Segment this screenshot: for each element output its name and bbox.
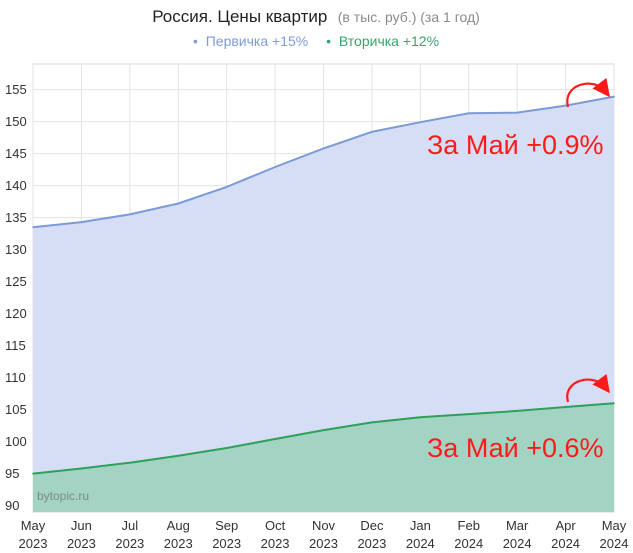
x-tick-label: Mar 2024 — [503, 518, 532, 551]
series-lines — [32, 95, 615, 475]
y-tick-label: 150 — [5, 114, 27, 129]
x-tick-month: Feb — [458, 518, 480, 533]
data-point-primary[interactable] — [371, 131, 373, 133]
data-point-primary[interactable] — [516, 111, 518, 114]
data-point-secondary[interactable] — [225, 447, 228, 449]
data-point-secondary[interactable] — [467, 413, 470, 415]
y-tick-label: 120 — [5, 306, 27, 321]
data-point-primary[interactable] — [32, 226, 34, 228]
x-tick-year: 2024 — [454, 536, 483, 551]
x-tick-month: Mar — [506, 518, 529, 533]
annotation-secondary: За Май +0.6% — [427, 433, 604, 463]
x-tick-label: Apr 2024 — [551, 518, 580, 551]
x-tick-label: Jun 2023 — [67, 518, 96, 551]
data-point-secondary[interactable] — [322, 429, 325, 431]
y-tick-label: 135 — [5, 210, 27, 225]
y-tick-label: 145 — [5, 146, 27, 161]
series-areas — [33, 96, 614, 512]
x-tick-label: Feb 2024 — [454, 518, 483, 551]
data-point-secondary[interactable] — [516, 410, 518, 412]
y-tick-label: 130 — [5, 242, 27, 257]
y-tick-label: 95 — [5, 466, 19, 481]
x-tick-month: May — [21, 518, 46, 533]
y-tick-label: 110 — [5, 370, 26, 385]
x-tick-year: 2023 — [19, 536, 48, 551]
data-point-primary[interactable] — [225, 186, 228, 188]
legend: • Первичка +15% • Вторичка +12% — [193, 33, 439, 49]
x-tick-label: Oct 2023 — [261, 518, 290, 551]
data-point-primary[interactable] — [419, 121, 422, 124]
x-tick-month: Sep — [215, 518, 238, 533]
x-tick-label: Aug 2023 — [164, 518, 193, 551]
x-tick-year: 2023 — [164, 536, 193, 551]
x-axis-ticks: May 2023 Jun 2023 Jul 2023 Aug 2023 Sep 2023 Oct 20… — [19, 518, 629, 551]
data-point-primary[interactable] — [129, 213, 131, 216]
x-tick-month: Jan — [410, 518, 431, 533]
x-tick-year: 2023 — [115, 536, 144, 551]
data-point-secondary[interactable] — [32, 472, 34, 475]
x-tick-month: Jun — [71, 518, 92, 533]
data-point-primary[interactable] — [613, 95, 615, 98]
data-point-primary[interactable] — [274, 166, 276, 168]
legend-marker-primary: • — [193, 33, 198, 49]
legend-marker-secondary: • — [326, 33, 331, 49]
annotation-arrow-primary — [566, 77, 610, 108]
x-tick-year: 2024 — [551, 536, 580, 551]
x-tick-month: Oct — [265, 518, 286, 533]
x-tick-label: Jan 2024 — [406, 518, 435, 551]
data-point-secondary[interactable] — [419, 416, 422, 419]
annotation-primary: За Май +0.9% — [427, 130, 604, 160]
y-tick-label: 115 — [5, 338, 26, 353]
y-tick-label: 100 — [5, 434, 27, 449]
legend-label-primary[interactable]: Первичка +15% — [206, 33, 309, 49]
data-point-primary[interactable] — [322, 147, 325, 150]
data-point-primary[interactable] — [80, 221, 83, 223]
x-tick-year: 2023 — [357, 536, 386, 551]
x-tick-year: 2023 — [212, 536, 241, 551]
chart-subtitle: (в тыс. руб.) (за 1 год) — [338, 9, 480, 25]
data-point-secondary[interactable] — [613, 402, 615, 405]
x-tick-month: Apr — [555, 518, 576, 533]
x-tick-label: Nov 2023 — [309, 518, 338, 551]
y-tick-label: 125 — [5, 274, 27, 289]
chart-title-line: Россия. Цены квартир (в тыс. руб.) (за 1… — [152, 7, 480, 26]
series-area-primary — [33, 96, 614, 512]
x-tick-year: 2023 — [67, 536, 96, 551]
data-point-secondary[interactable] — [274, 438, 276, 440]
x-tick-month: May — [602, 518, 627, 533]
x-tick-year: 2024 — [600, 536, 629, 551]
data-point-secondary[interactable] — [177, 454, 180, 457]
watermark: bytopic.ru — [37, 489, 89, 503]
data-point-primary[interactable] — [177, 202, 180, 205]
x-tick-year: 2024 — [406, 536, 435, 551]
legend-label-secondary[interactable]: Вторичка +12% — [339, 33, 439, 49]
chart-title: Россия. Цены квартир — [152, 7, 327, 26]
data-point-secondary[interactable] — [129, 461, 131, 464]
x-tick-month: Dec — [360, 518, 384, 533]
y-tick-label: 140 — [5, 178, 27, 193]
x-tick-year: 2024 — [503, 536, 532, 551]
y-tick-label: 90 — [5, 498, 19, 513]
data-point-secondary[interactable] — [80, 467, 83, 470]
data-point-primary[interactable] — [467, 112, 470, 115]
y-axis-ticks: 90 95 100 105 110 115 120 125 130 135 140 145 150 155 — [5, 82, 27, 513]
x-tick-label: Sep 2023 — [212, 518, 241, 551]
data-point-primary[interactable] — [564, 104, 567, 107]
x-tick-year: 2023 — [261, 536, 290, 551]
x-tick-label: May 2023 — [19, 518, 48, 551]
x-tick-label: May 2024 — [600, 518, 629, 551]
data-point-secondary[interactable] — [371, 421, 373, 424]
y-tick-label: 155 — [5, 82, 27, 97]
annotation-arrow-secondary — [566, 373, 610, 403]
x-tick-month: Jul — [122, 518, 139, 533]
x-tick-year: 2023 — [309, 536, 338, 551]
series-area-secondary — [33, 403, 614, 512]
data-point-secondary[interactable] — [564, 406, 567, 408]
x-tick-month: Nov — [312, 518, 336, 533]
x-tick-label: Dec 2023 — [357, 518, 386, 551]
x-tick-month: Aug — [167, 518, 190, 533]
x-tick-label: Jul 2023 — [115, 518, 144, 551]
y-tick-label: 105 — [5, 402, 27, 417]
